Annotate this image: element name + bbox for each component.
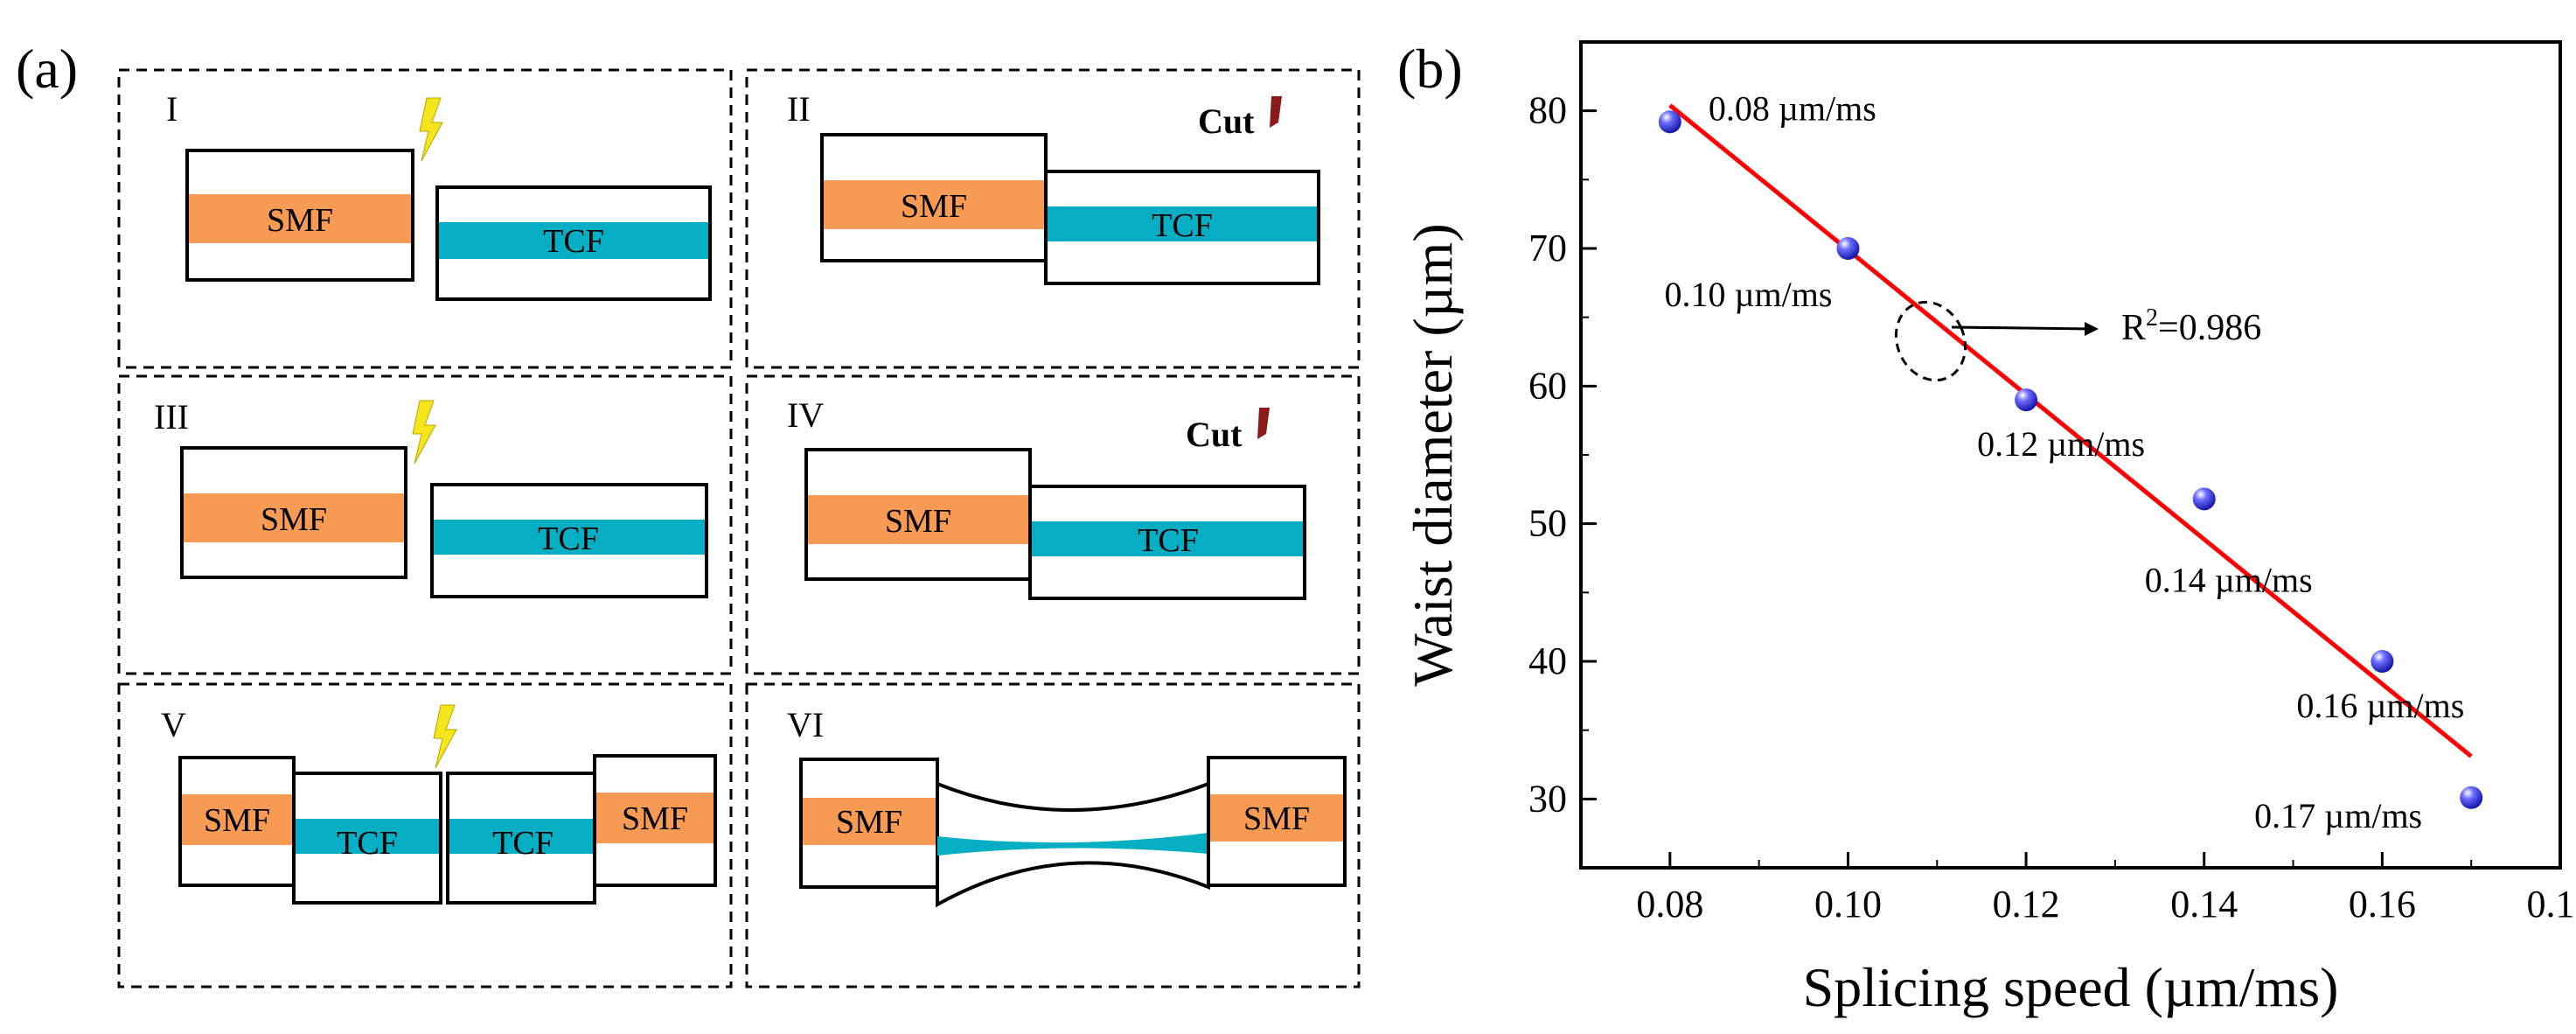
- step-iii: III SMF TCF: [154, 397, 708, 598]
- point-label: 0.16 µm/ms: [2296, 686, 2464, 725]
- tcf-left-core: [296, 819, 439, 854]
- tcf-label: TCF: [538, 520, 599, 557]
- step-iv-numeral: IV: [787, 395, 824, 435]
- smf-right-label: SMF: [1243, 800, 1310, 837]
- cut-label: Cut: [1198, 101, 1255, 141]
- frame-v: [117, 682, 733, 989]
- fit-line: [1668, 103, 2473, 758]
- point-label: 0.08 µm/ms: [1709, 88, 1876, 128]
- data-point: [1658, 110, 1681, 134]
- tcf-right-core: [449, 819, 593, 854]
- step-ii: II SMF TCF Cut: [787, 89, 1320, 285]
- x-axis-label: Splicing speed (µm/ms): [1803, 956, 2339, 1018]
- x-axis-ticks: 0.08 0.10 0.12 0.14 0.16 0.18: [1580, 852, 2576, 926]
- y-tick-label: 50: [1528, 502, 1567, 545]
- smf-core: [824, 180, 1044, 229]
- data-point: [2460, 786, 2483, 809]
- frame-iv: [745, 374, 1361, 675]
- step-frames: [117, 68, 1361, 989]
- tcf-core: [439, 222, 708, 259]
- tcf-right-label: TCF: [492, 825, 553, 862]
- step-i-numeral: I: [166, 89, 178, 129]
- point-label: 0.10 µm/ms: [1664, 275, 1832, 314]
- tcf-label: TCF: [543, 223, 604, 260]
- tapered-core: [937, 833, 1208, 856]
- arc-spark-icon: [419, 97, 443, 162]
- smf-core: [184, 493, 404, 542]
- data-point: [2192, 487, 2216, 511]
- x-tick-label: 0.10: [1814, 883, 1882, 926]
- smf-right-label: SMF: [622, 800, 688, 837]
- x-tick-label: 0.12: [1993, 883, 2060, 926]
- frame-ii: [745, 68, 1361, 369]
- step-v-numeral: V: [161, 705, 186, 744]
- frame-i: [117, 68, 733, 369]
- panel-a: (a) I SMF TCF II SMF: [16, 38, 1361, 989]
- x-tick-label: 0.18: [2527, 883, 2576, 926]
- step-iii-numeral: III: [154, 397, 189, 437]
- step-ii-numeral: II: [787, 89, 811, 129]
- arc-spark-icon: [433, 704, 457, 769]
- frame-iii: [117, 374, 733, 675]
- point-label: 0.17 µm/ms: [2254, 796, 2422, 835]
- smf-core: [189, 194, 411, 243]
- smf-right-core: [596, 793, 714, 843]
- step-v: V SMF TCF TCF SMF: [161, 704, 717, 905]
- tcf-label: TCF: [1138, 522, 1199, 559]
- smf-label: SMF: [885, 503, 951, 540]
- y-axis-label: Waist diameter (µm): [1402, 223, 1464, 686]
- step-vi: VI SMF SMF: [787, 705, 1347, 908]
- point-label: 0.12 µm/ms: [1977, 424, 2145, 464]
- panel-b-label: (b): [1397, 38, 1463, 100]
- step-vi-numeral: VI: [787, 705, 824, 744]
- y-tick-label: 80: [1528, 89, 1567, 132]
- x-tick-label: 0.16: [2349, 883, 2416, 926]
- smf-label: SMF: [901, 188, 967, 225]
- x-tick-label: 0.08: [1636, 883, 1703, 926]
- panel-b: (b) 0.08 0.10 0.12 0.14 0.16 0.18 30 40 50 60 70 8…: [1397, 38, 2576, 1018]
- r2-annotation: R2=0.986: [2121, 304, 2261, 348]
- data-point: [2015, 388, 2038, 412]
- frame-vi: [745, 682, 1361, 989]
- smf-left-core: [182, 794, 292, 845]
- smf-core: [808, 495, 1028, 544]
- tcf-core: [1032, 521, 1303, 556]
- x-tick-label: 0.14: [2170, 883, 2238, 926]
- smf-left-label: SMF: [204, 802, 270, 839]
- panel-a-label: (a): [16, 38, 78, 100]
- y-tick-label: 70: [1528, 227, 1567, 269]
- data-point: [1836, 237, 1860, 260]
- y-tick-label: 40: [1528, 639, 1567, 682]
- tcf-core: [1048, 206, 1317, 241]
- point-labels: 0.08 µm/ms 0.10 µm/ms 0.12 µm/ms 0.14 µm/ms…: [1664, 88, 2464, 835]
- y-axis-ticks: 30 40 50 60 70 80: [1528, 41, 1597, 869]
- step-iv: IV SMF TCF Cut: [787, 395, 1306, 600]
- smf-label: SMF: [261, 501, 327, 538]
- smf-left-core: [803, 798, 936, 845]
- cut-blade-icon: [1257, 408, 1270, 439]
- annotation-arrow-line: [1951, 325, 2092, 331]
- cut-label: Cut: [1186, 415, 1243, 454]
- tcf-core: [434, 520, 705, 555]
- step-i: I SMF TCF: [166, 89, 712, 301]
- tcf-label: TCF: [1152, 207, 1213, 244]
- tcf-left-label: TCF: [337, 825, 398, 862]
- smf-left-label: SMF: [836, 804, 902, 841]
- point-label: 0.14 µm/ms: [2145, 560, 2313, 599]
- cut-blade-icon: [1270, 96, 1282, 128]
- data-points: [1658, 110, 2483, 809]
- y-tick-label: 30: [1528, 777, 1567, 820]
- smf-label: SMF: [267, 202, 333, 239]
- arc-spark-icon: [412, 400, 436, 465]
- y-tick-label: 60: [1528, 364, 1567, 407]
- arrow-head-icon: [2085, 322, 2099, 336]
- smf-right-core: [1210, 794, 1343, 842]
- data-point: [2371, 650, 2394, 673]
